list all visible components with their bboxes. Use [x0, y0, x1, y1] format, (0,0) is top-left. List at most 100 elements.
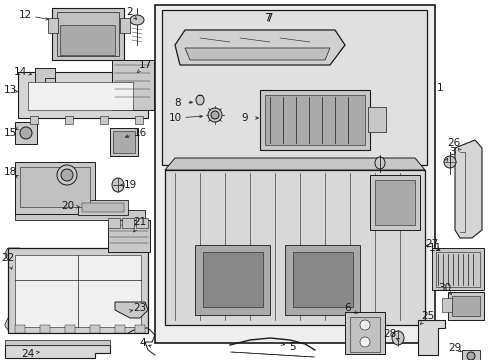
Bar	[136, 218, 148, 228]
Bar	[57, 12, 119, 56]
Bar	[292, 252, 352, 307]
Text: 27: 27	[425, 239, 438, 249]
Bar	[120, 18, 130, 33]
Ellipse shape	[210, 111, 219, 119]
Polygon shape	[5, 248, 20, 260]
Bar	[203, 252, 263, 307]
Bar	[369, 175, 419, 230]
Text: 2: 2	[126, 7, 133, 17]
Bar	[20, 167, 90, 207]
Bar	[8, 248, 148, 333]
Polygon shape	[454, 140, 481, 238]
Text: 18: 18	[3, 167, 17, 177]
Polygon shape	[35, 68, 55, 88]
Ellipse shape	[196, 95, 203, 105]
Text: 30: 30	[438, 283, 450, 293]
Text: 4: 4	[140, 338, 146, 348]
Text: 7: 7	[265, 12, 273, 24]
Polygon shape	[184, 48, 329, 60]
Text: 8: 8	[174, 98, 181, 108]
Polygon shape	[5, 340, 110, 345]
Bar	[155, 5, 434, 343]
Text: 1: 1	[436, 83, 443, 93]
Ellipse shape	[443, 156, 455, 168]
Text: 20: 20	[61, 201, 74, 211]
Ellipse shape	[466, 352, 474, 360]
Bar	[82, 203, 124, 212]
Text: 16: 16	[133, 128, 146, 138]
Text: 19: 19	[123, 180, 136, 190]
Bar	[113, 131, 135, 153]
Text: 25: 25	[421, 311, 434, 321]
Bar	[52, 8, 124, 60]
Polygon shape	[115, 302, 148, 318]
Ellipse shape	[20, 127, 32, 139]
Bar	[35, 68, 55, 88]
Text: 29: 29	[447, 343, 461, 353]
Text: 28: 28	[383, 329, 396, 339]
Text: 24: 24	[21, 349, 35, 359]
Bar	[40, 325, 50, 333]
Bar	[349, 317, 379, 352]
Bar	[110, 128, 138, 156]
Text: 17: 17	[138, 60, 151, 70]
Polygon shape	[417, 320, 444, 355]
Polygon shape	[18, 72, 148, 118]
Bar	[100, 116, 108, 124]
Bar	[15, 162, 95, 214]
Bar	[115, 325, 125, 333]
Bar	[90, 325, 100, 333]
Bar	[367, 107, 385, 132]
Bar	[164, 170, 424, 325]
Bar	[15, 210, 145, 220]
Bar	[441, 298, 451, 312]
Bar	[374, 180, 414, 225]
Ellipse shape	[61, 169, 73, 181]
Bar	[447, 292, 483, 320]
Ellipse shape	[207, 108, 222, 122]
Bar	[65, 116, 73, 124]
Polygon shape	[5, 318, 20, 330]
Ellipse shape	[112, 178, 124, 192]
Text: 6: 6	[344, 303, 350, 313]
Text: 22: 22	[1, 253, 15, 263]
Bar	[28, 82, 133, 110]
Text: 7: 7	[263, 13, 270, 23]
Text: 15: 15	[3, 128, 17, 138]
Text: 23: 23	[133, 303, 146, 313]
Bar	[15, 325, 25, 333]
Text: 5: 5	[288, 342, 295, 352]
Ellipse shape	[374, 157, 384, 169]
Ellipse shape	[391, 331, 403, 345]
Text: 9: 9	[241, 113, 248, 123]
Bar	[451, 296, 479, 316]
Ellipse shape	[57, 165, 77, 185]
Text: 3: 3	[448, 147, 454, 157]
Bar	[195, 245, 269, 315]
Bar	[15, 122, 37, 144]
Bar	[112, 60, 154, 110]
Text: 13: 13	[3, 85, 17, 95]
Bar	[60, 25, 115, 55]
Text: 11: 11	[427, 243, 441, 253]
Bar	[48, 18, 58, 33]
Bar	[135, 325, 145, 333]
Bar	[108, 220, 150, 252]
Bar	[431, 248, 483, 290]
Bar	[264, 95, 364, 145]
Bar	[260, 90, 369, 150]
Polygon shape	[5, 345, 110, 358]
Bar	[162, 10, 426, 165]
Text: 12: 12	[19, 10, 32, 20]
Bar	[345, 312, 384, 354]
Text: 21: 21	[133, 217, 146, 227]
Polygon shape	[175, 30, 345, 65]
Text: 26: 26	[447, 138, 460, 148]
Bar	[65, 325, 75, 333]
Bar	[461, 350, 479, 360]
Text: 14: 14	[13, 67, 26, 77]
Bar	[122, 218, 134, 228]
Bar	[15, 255, 141, 327]
Polygon shape	[164, 158, 424, 170]
Bar	[108, 218, 120, 228]
